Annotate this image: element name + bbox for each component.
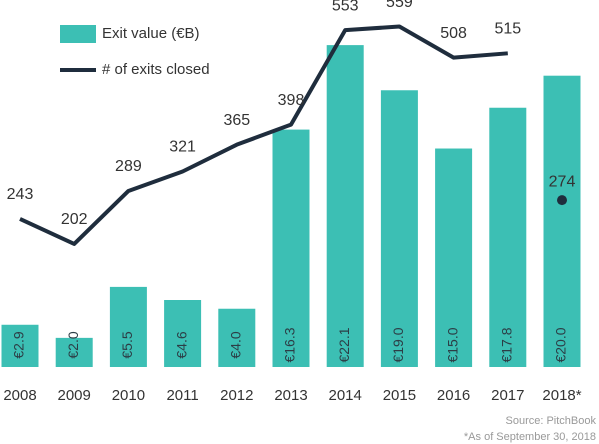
legend-label: Exit value (€B) (102, 25, 200, 42)
x-tick-label: 2014 (329, 387, 362, 404)
source: Source: PitchBook (506, 415, 597, 427)
x-tick-label: 2015 (383, 387, 416, 404)
line-value-label: 321 (169, 139, 196, 156)
line-value-label: 274 (549, 173, 576, 190)
bar-value-label: €15.0 (444, 327, 460, 362)
x-tick-label: 2010 (112, 387, 145, 404)
bar (164, 300, 202, 367)
bar (272, 129, 310, 367)
bar (1, 324, 39, 367)
legend-label: # of exits closed (102, 61, 210, 78)
line-value-label: 365 (223, 112, 250, 129)
bar-value-label: €16.3 (282, 327, 298, 362)
x-tick-label: 2017 (491, 387, 524, 404)
line-value-label: 202 (61, 211, 88, 228)
x-tick-label: 2009 (58, 387, 91, 404)
bar (109, 286, 147, 367)
bar-value-label: €4.6 (173, 331, 189, 358)
x-tick-label: 2018* (542, 387, 581, 404)
bar (380, 90, 418, 368)
bar (55, 337, 93, 367)
line-value-label: 553 (332, 0, 359, 14)
bar (326, 45, 364, 367)
point (557, 195, 567, 206)
x-tick-label: 2013 (274, 387, 307, 404)
bar (489, 107, 527, 367)
bar-value-label: €22.1 (336, 327, 352, 362)
x-tick-label: 2016 (437, 387, 470, 404)
bar-value-label: €20.0 (553, 327, 569, 362)
x-tick-label: 2012 (220, 387, 253, 404)
bar-value-label: €19.0 (390, 327, 406, 362)
line (19, 24, 508, 246)
line-value-label: 559 (386, 0, 413, 11)
line-value-label: 243 (7, 186, 34, 203)
note: *As of September 30, 2018 (464, 431, 596, 443)
bar (543, 75, 581, 368)
x-tick-label: 2011 (166, 387, 198, 404)
line-value-label: 508 (440, 25, 467, 42)
bar-value-label: €5.5 (119, 331, 135, 358)
line-value-label: 289 (115, 158, 142, 175)
legend-swatch (60, 25, 96, 43)
bar (218, 308, 256, 367)
bar-value-label: €2.0 (65, 331, 81, 358)
x-tick-label: 2008 (3, 387, 36, 404)
bar-value-label: €17.8 (499, 327, 515, 362)
bar-value-label: €4.0 (228, 331, 244, 358)
bar (435, 148, 473, 367)
line-value-label: 398 (278, 92, 305, 109)
line-value-label: 515 (494, 21, 521, 38)
bar-value-label: €2.9 (11, 331, 27, 358)
